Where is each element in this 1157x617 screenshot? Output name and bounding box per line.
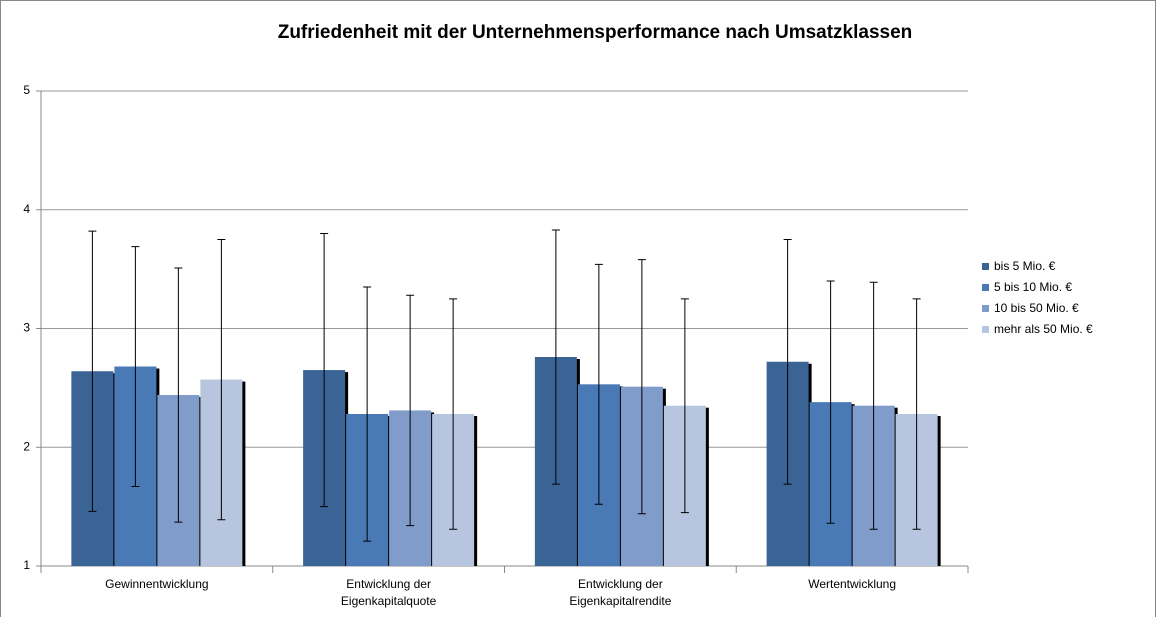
error-bar	[680, 298, 689, 514]
error-bar	[826, 280, 835, 524]
y-tick-label: 5	[23, 83, 30, 97]
y-tick-label: 2	[23, 439, 30, 453]
x-tick-label: Gewinnentwicklung	[105, 577, 209, 591]
y-tick-label: 4	[23, 202, 30, 216]
x-tick-label: Wertentwicklung	[808, 577, 897, 591]
error-bar	[783, 238, 792, 485]
error-bar	[217, 238, 226, 521]
legend-label: 5 bis 10 Mio. €	[994, 280, 1072, 294]
error-bar	[406, 294, 415, 527]
error-bar	[131, 246, 140, 487]
error-bar	[551, 229, 560, 485]
error-bar	[363, 286, 372, 542]
error-bar	[320, 233, 329, 508]
error-bar	[174, 267, 183, 523]
error-bar	[912, 298, 921, 530]
legend-swatch	[982, 326, 989, 333]
x-tick-label: Entwicklung der Eigenkapitalquote	[340, 577, 437, 608]
legend-label: bis 5 Mio. €	[994, 259, 1056, 273]
error-bar	[449, 298, 458, 530]
error-bar	[869, 281, 878, 530]
legend-label: mehr als 50 Mio. €	[994, 322, 1093, 336]
error-bar	[88, 230, 97, 512]
legend-swatch	[982, 263, 989, 270]
x-tick-label: Entwicklung der Eigenkapitalrendite	[569, 577, 672, 608]
y-tick-label: 1	[23, 558, 30, 572]
legend-swatch	[982, 284, 989, 291]
error-bar	[637, 259, 646, 515]
error-bar	[594, 263, 603, 505]
chart-title: Zufriedenheit mit der Unternehmensperfor…	[278, 22, 913, 43]
y-tick-label: 3	[23, 321, 30, 335]
legend-swatch	[982, 305, 989, 312]
legend-label: 10 bis 50 Mio. €	[994, 301, 1079, 315]
